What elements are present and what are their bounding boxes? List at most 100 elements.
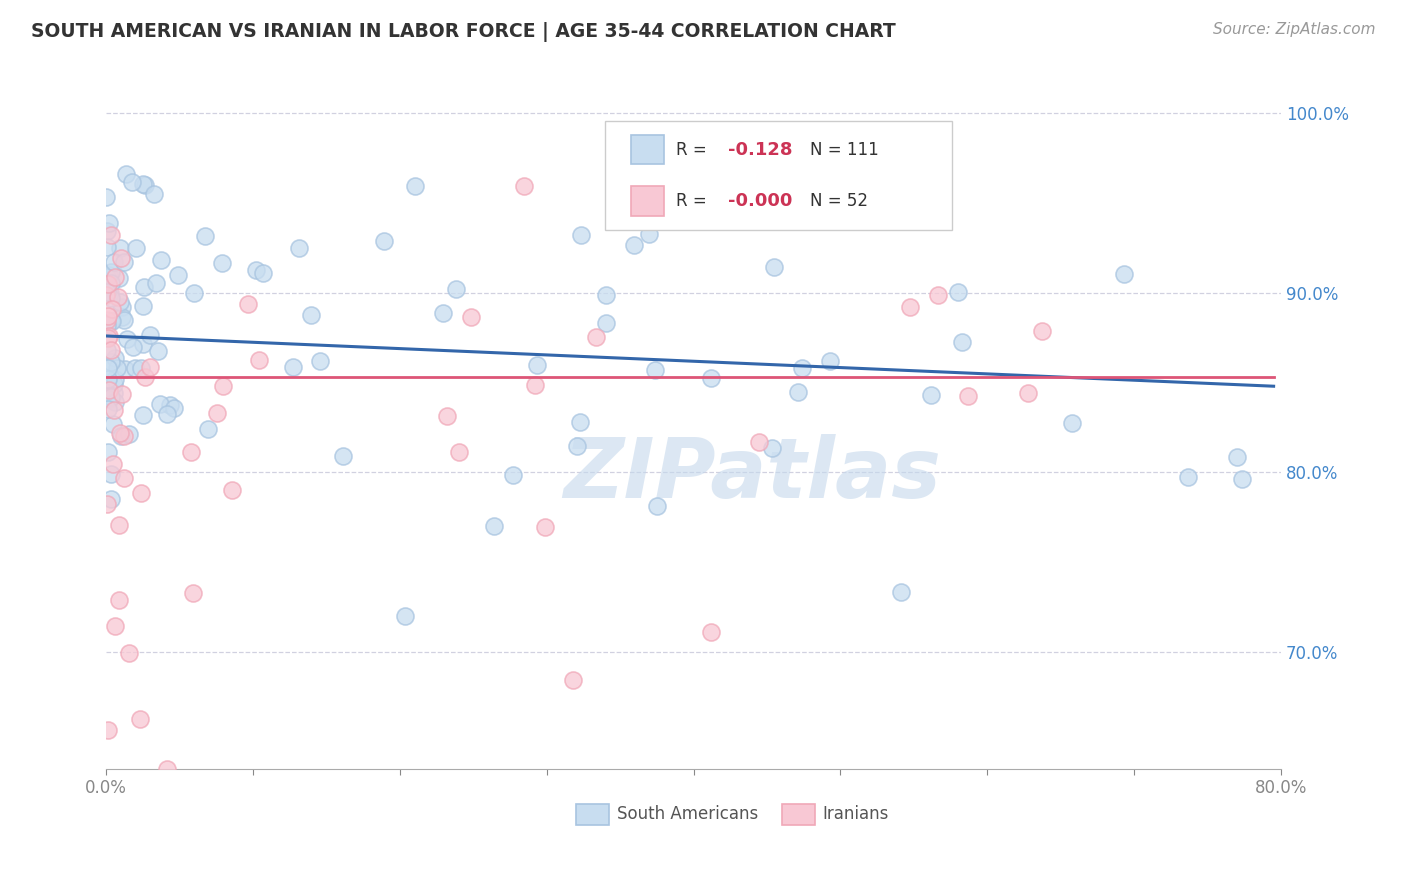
Point <box>111 300 134 314</box>
Point <box>98 285 121 300</box>
Point <box>139 359 162 374</box>
Point <box>247 353 270 368</box>
Point <box>569 416 592 430</box>
Text: ZIPatlas: ZIPatlas <box>564 434 941 515</box>
Point <box>97 331 120 345</box>
Point <box>1226 450 1249 465</box>
Point <box>97 723 120 738</box>
Point <box>920 387 942 401</box>
Point <box>97 310 120 324</box>
Point <box>211 379 233 393</box>
Point <box>585 329 607 343</box>
Point <box>96 497 118 511</box>
Point <box>103 417 125 432</box>
Point <box>97 329 120 343</box>
Point <box>134 178 156 193</box>
Point <box>103 255 125 269</box>
Point <box>281 359 304 374</box>
Point <box>946 285 969 300</box>
Point <box>1114 267 1136 281</box>
Point <box>98 389 121 403</box>
Point <box>103 385 125 400</box>
Point <box>110 252 132 266</box>
Point <box>129 486 152 500</box>
Point <box>108 271 131 285</box>
Point <box>105 360 128 375</box>
Bar <box>782 804 814 824</box>
FancyBboxPatch shape <box>606 121 952 229</box>
Point <box>569 228 592 243</box>
Point <box>332 450 354 464</box>
Point <box>146 343 169 358</box>
Point <box>890 585 912 599</box>
Point <box>110 387 132 401</box>
Point <box>898 301 921 315</box>
Point <box>513 178 536 193</box>
Point <box>104 351 127 365</box>
Point <box>97 383 120 397</box>
Point <box>145 276 167 290</box>
Point <box>647 499 669 513</box>
Point <box>104 269 127 284</box>
Point <box>565 439 588 453</box>
Point <box>132 337 155 351</box>
Text: South Americans: South Americans <box>617 805 758 823</box>
Point <box>96 288 118 302</box>
Text: Source: ZipAtlas.com: Source: ZipAtlas.com <box>1212 22 1375 37</box>
Text: N = 111: N = 111 <box>810 141 879 159</box>
Point <box>138 328 160 343</box>
Point <box>763 260 786 275</box>
Point <box>98 216 121 230</box>
Point <box>432 306 454 320</box>
Point <box>100 313 122 327</box>
Point <box>638 227 661 241</box>
Point <box>117 332 139 346</box>
Point <box>927 287 949 301</box>
Point <box>110 428 132 442</box>
Point <box>134 370 156 384</box>
Point <box>103 402 125 417</box>
Point <box>394 608 416 623</box>
Point <box>143 187 166 202</box>
Point <box>96 269 118 284</box>
Point <box>132 299 155 313</box>
Point <box>97 444 120 458</box>
Bar <box>631 135 664 164</box>
Point <box>111 310 134 324</box>
Point <box>132 280 155 294</box>
Point <box>404 178 426 193</box>
Point <box>699 371 721 385</box>
Point <box>484 519 506 533</box>
Point <box>761 441 783 455</box>
Point <box>950 335 973 350</box>
Point <box>308 353 330 368</box>
Text: Iranians: Iranians <box>823 805 889 823</box>
Point <box>299 308 322 322</box>
Text: SOUTH AMERICAN VS IRANIAN IN LABOR FORCE | AGE 35-44 CORRELATION CHART: SOUTH AMERICAN VS IRANIAN IN LABOR FORCE… <box>31 22 896 42</box>
Point <box>786 384 808 399</box>
Point <box>122 340 145 354</box>
Point <box>748 434 770 449</box>
Point <box>1177 470 1199 484</box>
Point <box>96 312 118 326</box>
Point <box>197 422 219 436</box>
Point <box>236 297 259 311</box>
Point <box>124 241 146 255</box>
Point <box>124 360 146 375</box>
Point <box>595 316 617 330</box>
Point <box>114 361 136 376</box>
Text: R =: R = <box>676 141 707 159</box>
Point <box>96 315 118 329</box>
Point <box>534 519 557 533</box>
Point <box>644 363 666 377</box>
Point <box>436 409 458 424</box>
Point <box>183 286 205 301</box>
Point <box>562 673 585 687</box>
Point <box>97 268 120 283</box>
Text: R =: R = <box>676 192 707 210</box>
Point <box>100 228 122 243</box>
Point <box>108 518 131 533</box>
Point <box>100 491 122 506</box>
Point <box>149 253 172 268</box>
Point <box>623 238 645 252</box>
